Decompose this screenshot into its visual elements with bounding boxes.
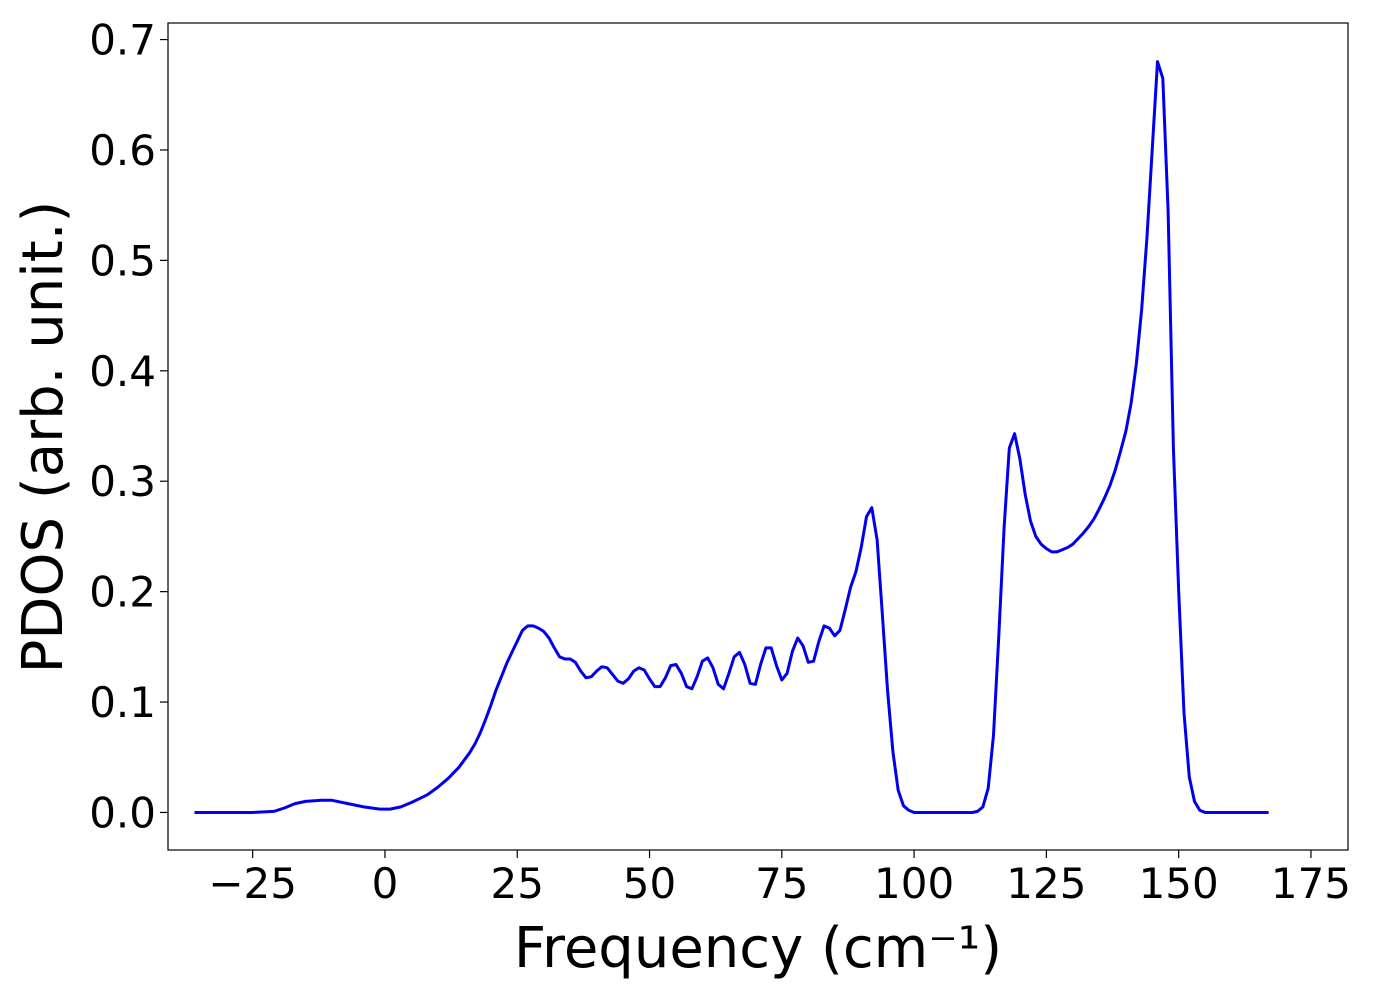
x-tick-label: 75: [755, 859, 808, 908]
x-tick-label: 50: [623, 859, 676, 908]
y-tick-label: 0.1: [89, 678, 156, 727]
y-tick-label: 0.6: [89, 126, 156, 175]
y-tick-label: 0.0: [89, 788, 156, 837]
y-axis-label: PDOS (arb. unit.): [11, 201, 76, 674]
x-tick-label: 150: [1139, 859, 1219, 908]
plot-frame: [167, 22, 1349, 851]
y-axis: 0.0 0.1 0.2 0.3 0.4 0.5 0.6 0.7: [89, 16, 168, 837]
y-tick-label: 0.4: [89, 347, 156, 396]
x-tick-label: 125: [1006, 859, 1086, 908]
series-line-0: [194, 60, 1269, 814]
x-axis-label: Frequency (cm⁻¹): [514, 916, 1002, 981]
y-tick-label: 0.3: [89, 457, 156, 506]
y-tick-label: 0.7: [89, 16, 156, 65]
y-tick-label: 0.5: [89, 236, 156, 285]
x-axis: −25 0 25 50 75 100 125 150 175: [208, 850, 1351, 908]
series-layer: [194, 60, 1269, 814]
x-tick-label: 25: [491, 859, 544, 908]
x-tick-label: 100: [874, 859, 954, 908]
x-tick-label: 175: [1271, 859, 1351, 908]
x-tick-label: 0: [372, 859, 399, 908]
x-tick-label: −25: [208, 859, 297, 908]
y-tick-label: 0.2: [89, 568, 156, 617]
